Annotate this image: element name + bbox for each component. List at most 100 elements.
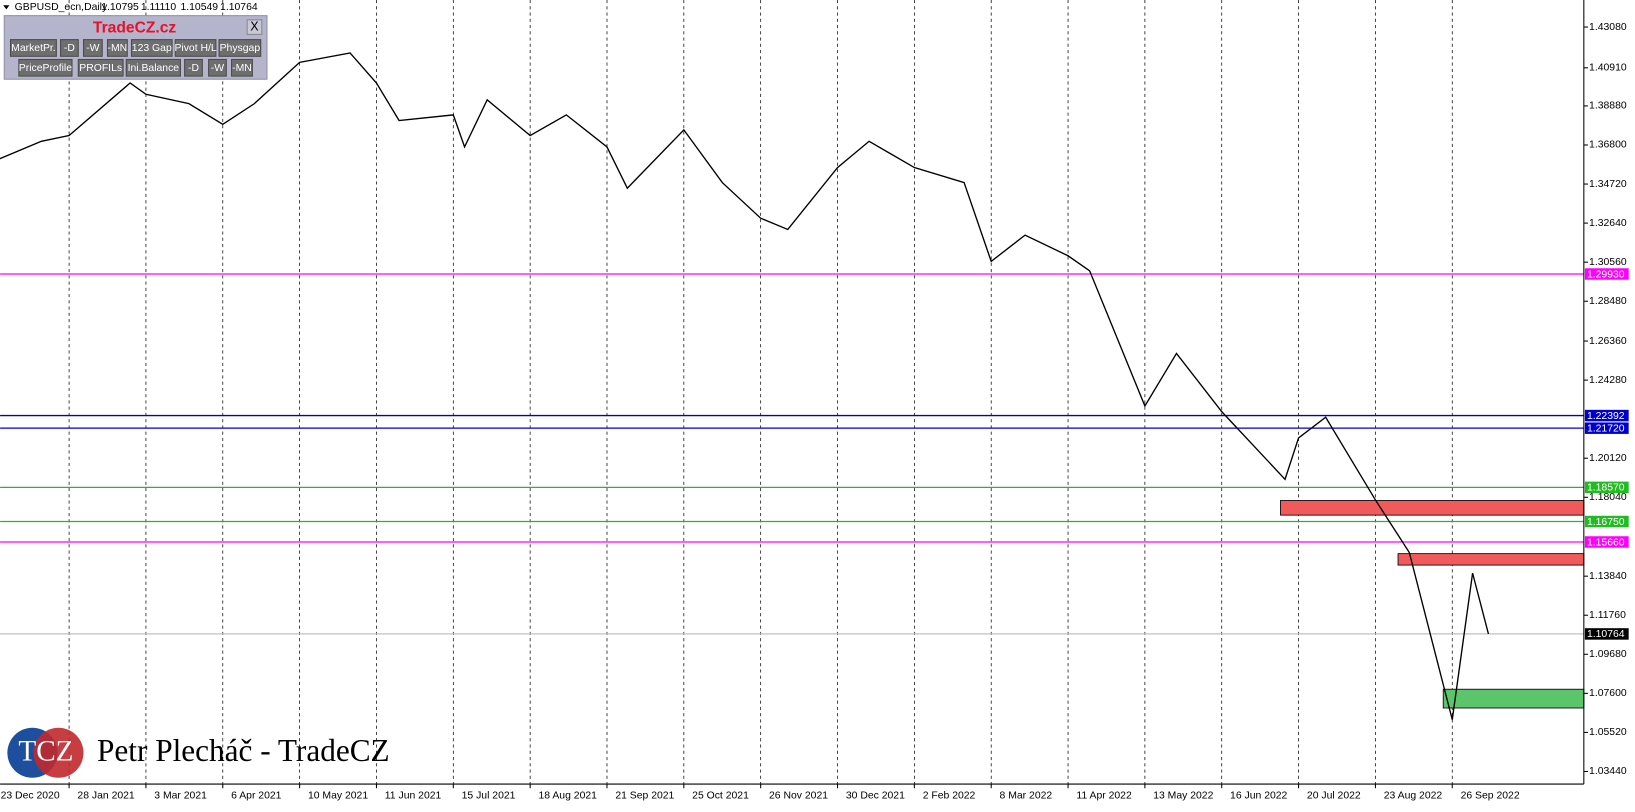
level-label: 1.15660 — [1587, 537, 1625, 548]
x-tick-label: 23 Dec 2020 — [1, 790, 60, 801]
button[interactable] — [60, 39, 79, 57]
y-tick-label: 1.11760 — [1589, 610, 1626, 621]
x-tick-label: 15 Jul 2021 — [462, 790, 516, 801]
level-label: 1.21720 — [1587, 423, 1625, 434]
button[interactable] — [9, 39, 57, 57]
zone — [1442, 688, 1585, 709]
y-tick-label: 1.40910 — [1589, 63, 1627, 74]
x-tick-label: 13 May 2022 — [1153, 790, 1213, 801]
button[interactable] — [208, 58, 227, 77]
button-label[interactable]: -D — [188, 63, 199, 74]
x-tick-label: 26 Nov 2021 — [769, 790, 828, 801]
high: 1.11110 — [141, 2, 177, 13]
y-tick-label: 1.38880 — [1589, 101, 1627, 112]
y-tick-label: 1.26360 — [1589, 336, 1627, 347]
close-label[interactable]: X — [250, 19, 259, 33]
symbol: GBPUSD_ecn,Daily — [15, 2, 108, 13]
x-tick-label: 26 Sep 2022 — [1461, 790, 1520, 801]
y-tick-label: 1.34720 — [1589, 179, 1627, 190]
level-box — [1584, 409, 1629, 422]
button-label[interactable]: MarketPr. — [11, 43, 56, 54]
zone — [1280, 500, 1585, 516]
close-button[interactable] — [246, 19, 263, 35]
level-box — [1584, 536, 1629, 548]
price-line — [0, 52, 1490, 720]
x-tick-label: 20 Jul 2022 — [1307, 790, 1361, 801]
button[interactable] — [125, 58, 181, 77]
y-tick-label: 1.05520 — [1589, 727, 1627, 738]
button-label[interactable]: -MN — [108, 43, 128, 54]
x-tick-label: 2 Feb 2022 — [923, 790, 976, 801]
y-tick-label: 1.30560 — [1589, 257, 1627, 268]
y-tick-label: 1.13840 — [1589, 571, 1627, 582]
logo-circle — [33, 727, 84, 778]
y-tick-label: 1.24280 — [1589, 375, 1627, 386]
level-label: 1.10764 — [1587, 629, 1625, 640]
zone — [1397, 553, 1585, 566]
button[interactable] — [77, 58, 124, 77]
button-label[interactable]: -D — [64, 43, 75, 54]
y-tick-label: 1.18040 — [1589, 492, 1627, 503]
x-tick-label: 11 Jun 2021 — [385, 790, 442, 801]
x-tick-label: 8 Mar 2022 — [1000, 790, 1053, 801]
watermark-text: Petr Plecháč - TradeCZ — [97, 733, 390, 768]
button-label[interactable]: Pivot H/L — [174, 43, 216, 54]
y-tick-label: 1.36800 — [1589, 140, 1627, 151]
level-box — [1584, 422, 1629, 434]
panel: TradeCZ.cz X MarketPr. -D -W -MN 123 Gap Pivo… — [3, 15, 268, 80]
button[interactable] — [218, 39, 262, 57]
buttons: MarketPr. -D -W -MN 123 Gap Pivot H/L Physgap P… — [9, 39, 262, 77]
logo-text: TCZ — [18, 736, 73, 768]
level-label: 1.18570 — [1587, 483, 1625, 494]
level-box — [1584, 628, 1629, 640]
y-tick-label: 1.43080 — [1589, 22, 1627, 33]
button-label[interactable]: -W — [86, 43, 99, 54]
watermark: TCZ Petr Plecháč - TradeCZ — [7, 727, 390, 778]
level-label: 1.29930 — [1587, 269, 1625, 280]
open: 1.10795 — [101, 2, 139, 13]
button-label[interactable]: PriceProfile — [19, 63, 72, 74]
button-label[interactable]: -MN — [232, 63, 252, 74]
x-tick-label: 21 Sep 2021 — [615, 790, 674, 801]
y-tick-label: 1.03440 — [1589, 766, 1627, 777]
button[interactable] — [82, 39, 103, 57]
x-tick-label: 3 Mar 2021 — [154, 790, 207, 801]
x-tick-label: 23 Aug 2022 — [1384, 790, 1443, 801]
y-tick-label: 1.07600 — [1589, 688, 1627, 699]
x-tick-label: 16 Jun 2022 — [1230, 790, 1287, 801]
button-label[interactable]: 123 Gap — [132, 43, 172, 54]
button-label[interactable]: PROFILs — [79, 63, 122, 74]
y-tick-label: 1.09680 — [1589, 649, 1627, 660]
x-tick-label: 10 May 2021 — [308, 790, 368, 801]
button[interactable] — [18, 58, 73, 77]
low: 1.10549 — [180, 2, 218, 13]
button[interactable] — [231, 58, 253, 77]
x-tick-label: 25 Oct 2021 — [692, 790, 749, 801]
level-box — [1584, 268, 1629, 280]
plot — [0, 0, 1585, 785]
y-tick-label: 1.20120 — [1589, 453, 1627, 464]
level-label: 1.22392 — [1587, 411, 1625, 422]
button-label[interactable]: Ini.Balance — [128, 63, 180, 74]
close: 1.10764 — [220, 2, 258, 13]
x-tick-label: 6 Apr 2021 — [231, 790, 282, 801]
y-tick-label: 1.28480 — [1589, 296, 1627, 307]
button-label[interactable]: Physgap — [220, 43, 261, 54]
x-tick-label: 18 Aug 2021 — [538, 790, 597, 801]
panel-title: TradeCZ.cz — [93, 19, 177, 36]
menu-arrow — [3, 5, 10, 10]
button[interactable] — [130, 39, 173, 57]
level-label: 1.16750 — [1587, 517, 1625, 528]
y-tick-label: 1.32640 — [1589, 218, 1627, 229]
button[interactable] — [106, 39, 128, 57]
button[interactable] — [184, 58, 203, 77]
x-tick-label: 11 Apr 2022 — [1076, 790, 1132, 801]
button-label[interactable]: -W — [211, 63, 224, 74]
level-box — [1584, 515, 1629, 528]
x-tick-label: 30 Dec 2021 — [846, 790, 905, 801]
button[interactable] — [174, 39, 217, 57]
x-tick-label: 28 Jan 2021 — [77, 790, 134, 801]
